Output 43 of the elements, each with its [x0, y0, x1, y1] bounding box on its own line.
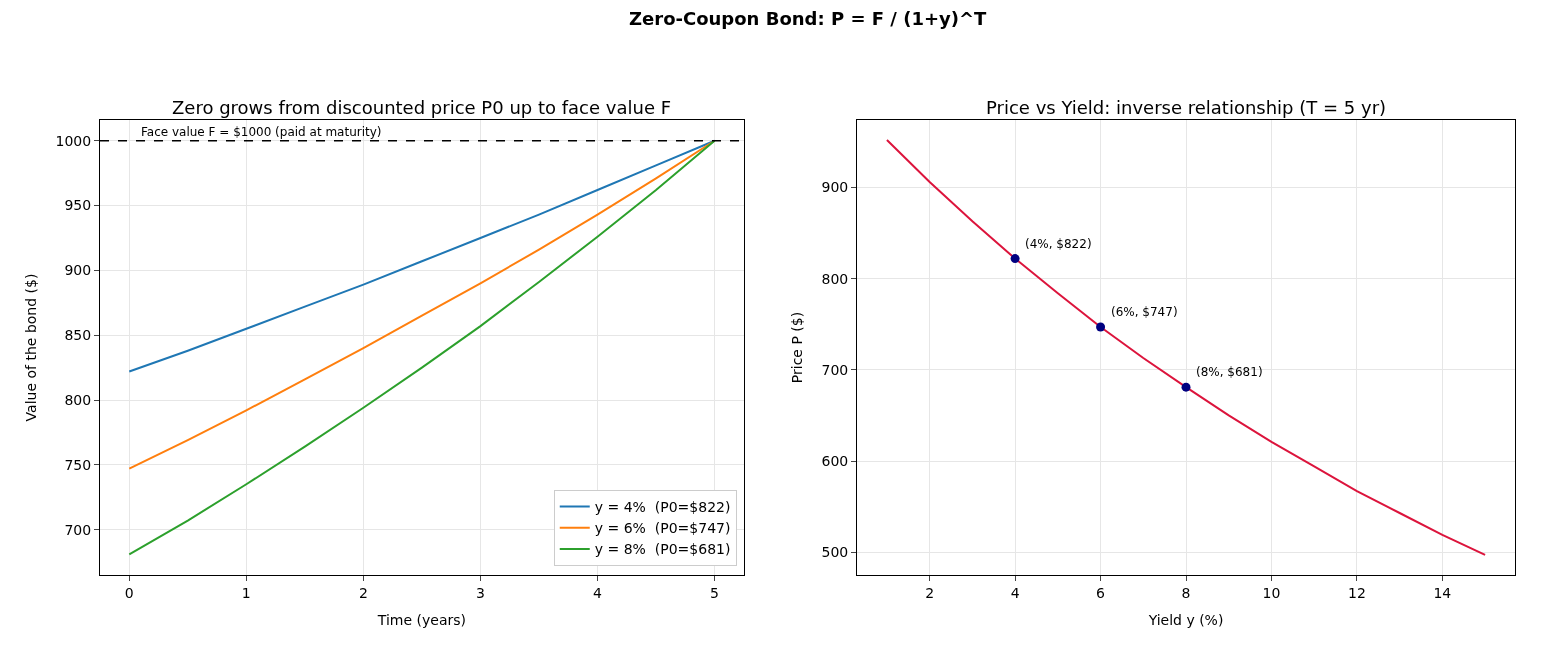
x-tick-label: 2 — [925, 584, 935, 601]
ref-line-label: Face value F = $1000 (paid at maturity) — [141, 125, 382, 139]
legend-label: y = 6% (P0=$747) — [594, 520, 731, 537]
x-axis-title: Yield y (%) — [1147, 612, 1224, 629]
annotation: (4%, $822) — [1025, 237, 1092, 251]
x-axis-title: Time (years) — [376, 612, 466, 629]
y-tick-label: 700 — [64, 521, 92, 538]
x-tick-label: 4 — [1010, 584, 1020, 601]
point — [1181, 382, 1191, 392]
y-tick-label: 800 — [821, 270, 849, 287]
x-tick-label: 14 — [1433, 584, 1452, 601]
x-tick-label: 1 — [241, 584, 251, 601]
text: Zero-Coupon Bond: P = F / (1+y)^T — [629, 8, 988, 29]
annotation: (6%, $747) — [1111, 305, 1178, 319]
x-tick-label: 8 — [1181, 584, 1191, 601]
chart-title: Price vs Yield: inverse relationship (T = 5 yr) — [986, 97, 1387, 118]
point — [1096, 322, 1106, 332]
x-tick-label: 4 — [593, 584, 603, 601]
x-tick-label: 3 — [475, 584, 485, 601]
y-axis-title: Value of the bond ($) — [23, 273, 40, 422]
y-tick-label: 950 — [64, 197, 92, 214]
legend-label: y = 8% (P0=$681) — [594, 541, 731, 558]
y-tick-label: 1000 — [55, 132, 92, 149]
line-series — [885, 139, 1487, 556]
chart-title: Zero grows from discounted price P0 up to face value F — [172, 97, 672, 118]
y-tick-label: 700 — [821, 361, 849, 378]
x-tick-label: 12 — [1348, 584, 1366, 601]
y-tick-label: 800 — [64, 391, 92, 408]
y-tick-label: 500 — [821, 544, 849, 561]
x-tick-label: 0 — [124, 584, 134, 601]
point — [1010, 254, 1020, 264]
y-tick-label: 750 — [64, 456, 92, 473]
x-tick-label: 6 — [1096, 584, 1106, 601]
x-tick-label: 2 — [358, 584, 368, 601]
y-tick-label: 850 — [64, 327, 92, 344]
y-tick-label: 900 — [821, 179, 849, 196]
legend-label: y = 4% (P0=$822) — [594, 498, 731, 515]
y-axis-title: Price P ($) — [789, 311, 806, 384]
y-tick-label: 900 — [64, 262, 92, 279]
x-tick-label: 5 — [710, 584, 720, 601]
annotation: (8%, $681) — [1196, 365, 1263, 379]
x-tick-label: 10 — [1262, 584, 1281, 601]
y-tick-label: 600 — [821, 452, 849, 469]
